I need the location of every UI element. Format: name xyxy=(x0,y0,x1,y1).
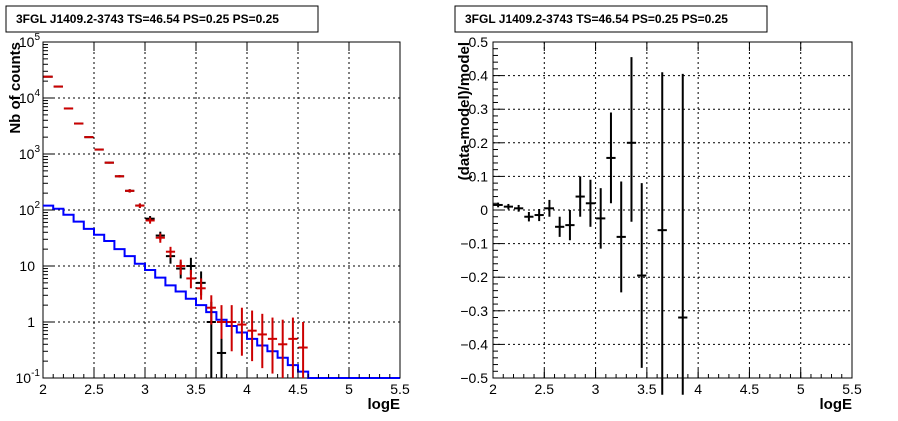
y-tick-label: 105 xyxy=(19,32,41,50)
x-tick-label: 2.5 xyxy=(84,381,104,397)
y-tick-base: 10 xyxy=(19,258,35,274)
y-tick-label: −0.3 xyxy=(460,303,488,319)
counts-title: 3FGL J1409.2-3743 TS=46.54 PS=0.25 PS=0.… xyxy=(16,12,279,26)
x-tick-label: 3.5 xyxy=(186,381,206,397)
residual-axes: 2 2.5 3 3.5 4 4.5 5 5.5 −0.5 −0.4 −0.3 −0.2 −0.1 0 0.1… xyxy=(460,34,862,397)
y-tick-label: 10-1 xyxy=(16,368,41,386)
y-tick-label: 0.3 xyxy=(469,101,489,117)
x-tick-label: 2 xyxy=(39,381,47,397)
x-tick-label: 4 xyxy=(694,381,702,397)
x-tick-label: 4 xyxy=(243,381,251,397)
x-tick-label: 5 xyxy=(345,381,353,397)
y-tick-base: 10 xyxy=(16,370,32,386)
y-tick-exponent: -1 xyxy=(31,368,40,379)
counts-x-axis-label: logE xyxy=(368,396,401,413)
y-tick-label: 0.2 xyxy=(469,135,489,151)
y-tick-base: 1 xyxy=(27,314,35,330)
x-tick-label: 4.5 xyxy=(740,381,760,397)
x-tick-label: 4.5 xyxy=(288,381,308,397)
y-tick-label: 10 xyxy=(19,258,35,274)
counts-y-axis-label: Nb of counts xyxy=(7,42,24,134)
y-tick-label: −0.5 xyxy=(460,370,488,386)
y-tick-base: 10 xyxy=(19,202,35,218)
residual-grid xyxy=(493,42,852,378)
x-tick-label: 2.5 xyxy=(535,381,555,397)
residual-y-axis-label: (data-model)/model xyxy=(456,42,473,180)
x-tick-label: 5.5 xyxy=(390,381,410,397)
y-tick-label: 102 xyxy=(19,200,41,218)
y-tick-label: 0.1 xyxy=(469,168,489,184)
residual-title: 3FGL J1409.2-3743 TS=46.54 PS=0.25 PS=0.… xyxy=(465,12,728,26)
residual-title-box xyxy=(454,5,768,33)
y-tick-exponent: 2 xyxy=(34,200,40,211)
x-tick-label: 2 xyxy=(489,381,497,397)
y-tick-label: 0.4 xyxy=(469,68,489,84)
y-tick-label: 104 xyxy=(19,88,41,106)
y-tick-label: −0.4 xyxy=(460,336,488,352)
y-tick-exponent: 5 xyxy=(34,32,40,43)
y-tick-label: 103 xyxy=(19,144,41,162)
y-tick-base: 10 xyxy=(19,90,35,106)
y-tick-label: 1 xyxy=(27,314,35,330)
y-tick-label: −0.1 xyxy=(460,236,488,252)
model-step-line xyxy=(43,204,400,379)
y-tick-label: −0.2 xyxy=(460,269,488,285)
x-tick-label: 3.5 xyxy=(637,381,657,397)
residual-x-axis-label: logE xyxy=(820,396,853,413)
x-tick-label: 5.5 xyxy=(842,381,862,397)
y-tick-label: 0 xyxy=(480,202,488,218)
x-tick-label: 5 xyxy=(797,381,805,397)
y-tick-base: 10 xyxy=(19,146,35,162)
residual-series xyxy=(493,57,688,395)
x-tick-label: 3 xyxy=(141,381,149,397)
y-tick-base: 10 xyxy=(19,34,35,50)
counts-title-box xyxy=(5,5,319,33)
x-tick-label: 3 xyxy=(592,381,600,397)
counts-grid xyxy=(43,42,400,378)
y-tick-exponent: 4 xyxy=(34,88,40,99)
y-tick-label: 0.5 xyxy=(469,34,489,50)
y-tick-exponent: 3 xyxy=(34,144,40,155)
residual-panel: 2 2.5 3 3.5 4 4.5 5 5.5 −0.5 −0.4 −0.3 −0.2 −0.1 0 0.1… xyxy=(454,5,862,413)
residual-plot-frame xyxy=(492,41,853,379)
counts-series xyxy=(43,75,400,379)
